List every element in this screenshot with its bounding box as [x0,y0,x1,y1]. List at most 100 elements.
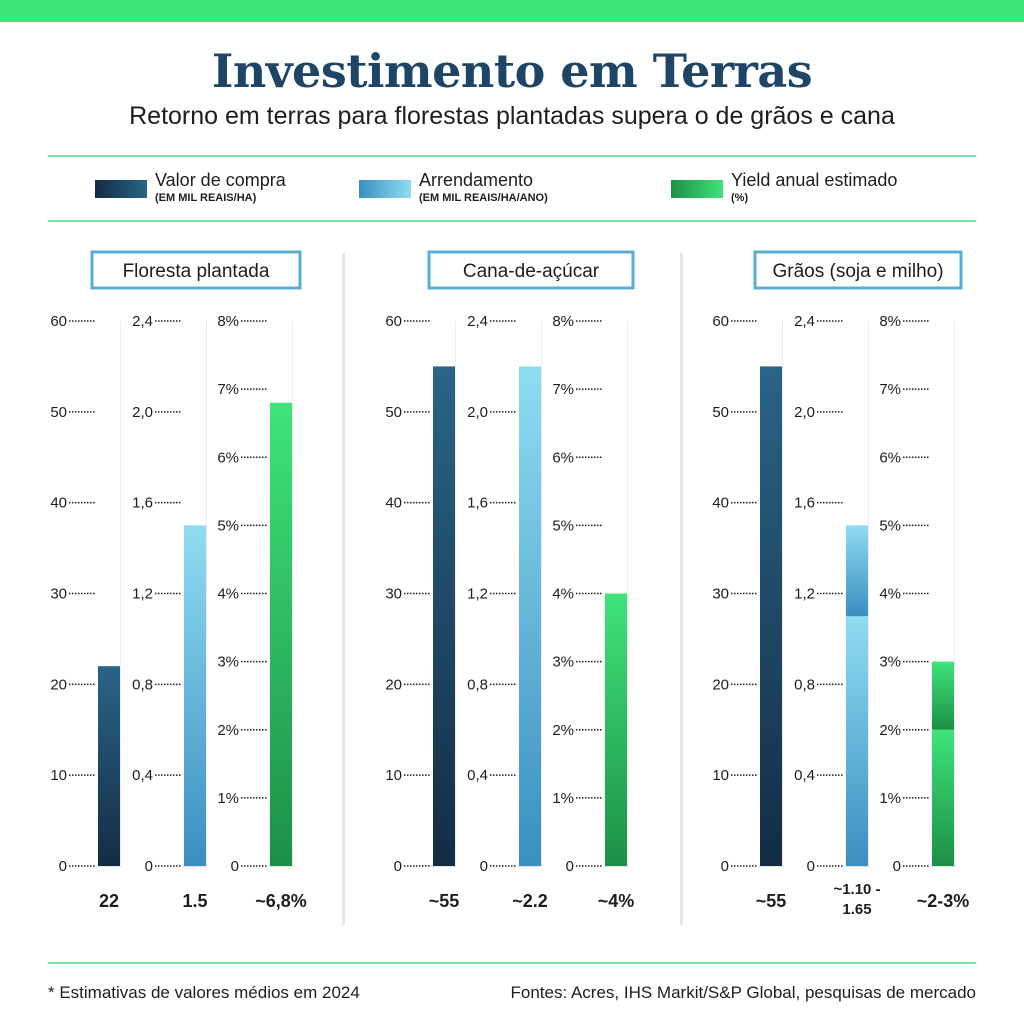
bar [270,402,292,866]
tick-label: 0,8 [467,676,488,693]
legend-sublabel: (%) [731,192,749,204]
tick-label: 2% [879,722,901,739]
bar-range [932,661,954,730]
footer-rule [48,962,976,964]
tick-label: 0,4 [132,767,153,784]
value-label: ~6,8% [255,891,307,911]
bar [184,525,206,866]
tick-label: 2,0 [132,404,153,421]
value-label: ~4% [598,891,635,911]
tick-label: 8% [879,313,901,330]
tick-label: 0 [566,858,574,875]
tick-label: 1,6 [794,495,815,512]
legend-sublabel: (EM MIL REAIS/HA) [155,192,257,204]
value-label: ~2-3% [917,891,970,911]
tick-label: 6% [552,449,574,466]
legend-swatch-arrendamento [359,180,411,198]
top-accent-bar [0,0,1024,22]
bar [605,593,627,866]
tick-label: 0,8 [132,676,153,693]
tick-label: 2,0 [467,404,488,421]
tick-label: 10 [385,767,402,784]
tick-label: 3% [217,654,239,671]
tick-label: 7% [879,381,901,398]
tick-label: 2,4 [794,313,815,330]
tick-label: 0 [893,858,901,875]
tick-label: 5% [879,517,901,534]
tick-label: 3% [552,654,574,671]
tick-label: 0 [59,858,67,875]
legend-label: Arrendamento [419,170,534,190]
value-label: 1.65 [842,901,871,918]
tick-label: 5% [552,517,574,534]
legend-bottom-rule [48,220,976,222]
tick-label: 6% [879,449,901,466]
bar [519,366,541,866]
tick-label: 50 [712,404,729,421]
tick-label: 20 [50,676,67,693]
panel-title-box [427,250,635,290]
bar-base [846,616,868,866]
tick-label: 40 [385,495,402,512]
tick-label: 10 [50,767,67,784]
tick-label: 0,4 [467,767,488,784]
tick-label: 1% [217,790,239,807]
tick-label: 0,8 [794,676,815,693]
tick-label: 1% [879,790,901,807]
legend-swatch-yield [671,180,723,198]
tick-label: 4% [552,586,574,603]
tick-label: 60 [385,313,402,330]
tick-label: 20 [385,676,402,693]
legend-sublabel: (EM MIL REAIS/HA/ANO) [419,192,548,204]
tick-label: 4% [217,586,239,603]
tick-label: 1,2 [132,586,153,603]
tick-label: 4% [879,586,901,603]
tick-label: 6% [217,449,239,466]
panel-title-box [90,250,302,290]
tick-label: 50 [385,404,402,421]
tick-label: 0 [721,858,729,875]
legend-top-rule [48,155,976,157]
tick-label: 5% [217,517,239,534]
bar [433,366,455,866]
tick-label: 50 [50,404,67,421]
tick-label: 60 [712,313,729,330]
tick-label: 30 [50,586,67,603]
legend-label: Valor de compra [155,170,286,190]
tick-label: 0 [394,858,402,875]
tick-label: 3% [879,654,901,671]
tick-label: 2,0 [794,404,815,421]
tick-label: 2% [217,722,239,739]
tick-label: 2,4 [467,313,488,330]
value-label: ~55 [756,891,787,911]
tick-label: 30 [712,586,729,603]
value-label: 1.5 [182,891,207,911]
tick-label: 8% [552,313,574,330]
tick-label: 0 [145,858,153,875]
tick-label: 40 [50,495,67,512]
value-label: ~55 [429,891,460,911]
tick-label: 2% [552,722,574,739]
page-subtitle: Retorno em terras para florestas plantad… [129,102,895,130]
value-label: ~1.10 - [833,881,880,898]
bar-base [932,729,954,866]
bar [760,366,782,866]
tick-label: 1,6 [132,495,153,512]
tick-label: 7% [217,381,239,398]
page-title: Investimento em Terras [211,44,813,98]
tick-label: 0 [807,858,815,875]
tick-label: 20 [712,676,729,693]
panel-title: Cana-de-açúcar [463,261,600,282]
legend-swatch-valor [95,180,147,198]
tick-label: 30 [385,586,402,603]
tick-label: 7% [552,381,574,398]
panel-divider [680,253,683,925]
footnote: * Estimativas de valores médios em 2024 [48,983,360,1002]
panel-title: Grãos (soja e milho) [772,261,943,282]
panel-title: Floresta plantada [123,261,270,282]
tick-label: 60 [50,313,67,330]
legend-label: Yield anual estimado [731,170,898,190]
bar [98,666,120,866]
panel-title-box [753,250,963,290]
